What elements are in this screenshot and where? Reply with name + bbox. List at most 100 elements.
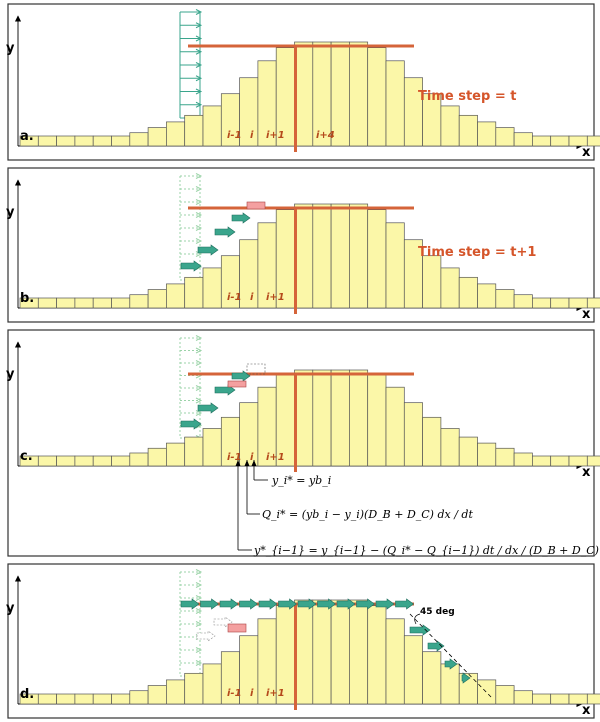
bed-bar: [367, 47, 387, 147]
bed-bar: [129, 452, 149, 467]
pointer-head: [244, 460, 250, 466]
flow-arrow: [356, 598, 376, 610]
flow-arrow: [239, 598, 259, 610]
bed-bar: [312, 369, 332, 467]
bed-bar: [532, 693, 552, 705]
bed-bar: [586, 135, 600, 147]
cell-index-label: i: [250, 130, 254, 141]
flow-arrow: [214, 226, 236, 238]
bed-profile: [19, 203, 600, 309]
cell-index-label: i+1: [266, 688, 285, 699]
time-step-label: Time step = t: [418, 89, 516, 104]
bed-bar: [495, 289, 515, 309]
bed-bar: [166, 442, 186, 467]
bed-bar: [568, 135, 588, 147]
cell-index-label: i: [250, 688, 254, 699]
bed-bar: [422, 255, 442, 309]
bed-bar: [56, 135, 76, 147]
flow-arrow: [219, 598, 239, 610]
bed-bar: [129, 132, 149, 147]
bed-bar: [440, 267, 460, 309]
velocity-profile: [179, 569, 203, 679]
time-step-label: Time step = t+1: [418, 245, 536, 260]
panel-label: c.: [20, 449, 33, 464]
bed-bar: [458, 114, 478, 147]
bed-bar: [37, 693, 57, 705]
bed-bar: [184, 436, 204, 467]
bed-bar: [367, 605, 387, 705]
flow-arrow: [231, 212, 251, 224]
profile-arrow-head: [195, 186, 203, 192]
bed-bar: [440, 663, 460, 705]
bed-bar: [92, 297, 112, 309]
pointer-head: [251, 460, 257, 466]
panel-d: y x i-1 i i+1 d. 45 deg: [6, 563, 600, 719]
bed-bar: [495, 685, 515, 705]
bed-bar: [166, 283, 186, 309]
bed-bar: [92, 693, 112, 705]
bed-bar: [349, 599, 369, 705]
bed-bar: [532, 135, 552, 147]
bed-profile: [19, 41, 600, 147]
angle-arc: [414, 613, 421, 625]
bed-bar: [477, 679, 497, 705]
bed-bar: [239, 239, 259, 309]
bed-bar: [56, 297, 76, 309]
profile-arrow-head: [195, 238, 203, 244]
bed-bar: [458, 276, 478, 309]
profile-arrow-head: [195, 385, 203, 391]
cell-index-label: i-1: [227, 292, 242, 303]
bed-bar: [56, 455, 76, 467]
bed-bar: [586, 455, 600, 467]
bed-bar: [367, 209, 387, 309]
profile-arrow-head: [195, 595, 203, 601]
flow-arrow: [427, 640, 445, 652]
bed-bar: [513, 690, 533, 705]
bed-profile: [19, 599, 600, 705]
bed-bar: [513, 132, 533, 147]
bed-bar: [294, 41, 314, 147]
bed-bar: [129, 294, 149, 309]
equation-2: Q_i* = (yb_i − y_i)(D_B + D_C) dx / dt: [262, 508, 473, 521]
slope-flow-arrows: [180, 363, 266, 430]
flow-arrow: [180, 260, 202, 272]
deposit-block: [246, 201, 266, 210]
bed-bar: [92, 455, 112, 467]
bed-bar: [477, 442, 497, 467]
profile-arrow-head: [195, 335, 203, 341]
bed-bar: [385, 386, 405, 467]
profile-arrow-head: [195, 48, 203, 55]
bed-bar: [568, 693, 588, 705]
y-axis-label: y: [6, 601, 15, 616]
panel-a: y x i-1 i i+1 i+4 a. Time step = t: [6, 3, 600, 161]
bed-bar: [74, 297, 94, 309]
bed-bar: [111, 455, 131, 467]
bed-bar: [403, 77, 423, 147]
bed-bar: [330, 203, 350, 309]
flow-arrow: [180, 418, 202, 430]
profile-arrow-head: [195, 569, 203, 575]
x-axis-label: x: [582, 465, 591, 480]
cell-index-label: i: [250, 292, 254, 303]
deposit-block: [227, 380, 247, 388]
profile-arrow-head: [195, 173, 203, 179]
bed-bar: [312, 203, 332, 309]
bed-bar: [166, 679, 186, 705]
flow-arrow: [461, 672, 471, 684]
flow-arrow: [197, 402, 219, 414]
bed-bar: [385, 618, 405, 705]
bed-bar: [37, 135, 57, 147]
bed-bar: [477, 283, 497, 309]
bed-bar: [111, 297, 131, 309]
bed-bar: [202, 267, 222, 309]
transport-arrows: 45 deg: [180, 598, 493, 699]
deposit-block: [227, 623, 247, 633]
flow-arrow: [200, 598, 220, 610]
y-axis-label: y: [6, 367, 15, 382]
flow-arrow: [180, 598, 200, 610]
cell-index-label: i+1: [266, 452, 285, 463]
bed-bar: [184, 672, 204, 705]
bed-bar: [202, 663, 222, 705]
cell-index-label: i-1: [227, 452, 242, 463]
